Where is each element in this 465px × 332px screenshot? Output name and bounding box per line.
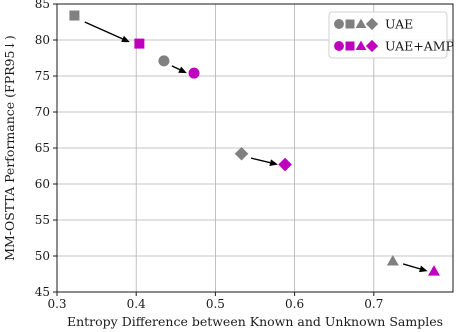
legend-label-uae-amp: UAE+AMP: [385, 39, 454, 54]
y-tick-label: 70: [35, 105, 50, 119]
arrows: [84, 21, 428, 273]
legend-marker-triangle: [355, 18, 367, 29]
y-tick-label: 45: [35, 285, 50, 299]
arrow-head: [269, 159, 278, 166]
legend-marker-circle: [334, 41, 344, 51]
point-square: [134, 38, 145, 49]
legend: UAE UAE+AMP: [328, 11, 454, 59]
point-square: [69, 10, 80, 21]
y-tick-label: 50: [35, 249, 50, 263]
arrow-shaft: [250, 157, 271, 164]
point-triangle: [427, 265, 440, 276]
x-tick-label: 0.7: [364, 297, 383, 311]
arrow-head: [121, 35, 130, 43]
x-axis-label: Entropy Difference between Known and Unk…: [67, 314, 443, 329]
y-tick-label: 85: [35, 0, 50, 11]
legend-markers-uae: [334, 17, 379, 31]
data-points: [69, 10, 440, 276]
legend-marker-diamond: [365, 39, 379, 53]
arrow: [84, 21, 130, 43]
x-tick-label: 0.6: [285, 297, 304, 311]
arrow: [402, 263, 428, 273]
legend-marker-triangle: [355, 40, 367, 51]
legend-marker-square: [345, 41, 355, 51]
point-diamond: [234, 146, 249, 161]
x-tick-label: 0.5: [206, 297, 225, 311]
arrow-head: [419, 265, 428, 273]
x-tick-label: 0.4: [127, 297, 146, 311]
y-tick-label: 60: [35, 177, 50, 191]
legend-marker-square: [345, 19, 355, 29]
legend-markers-uae-amp: [334, 39, 379, 53]
x-tick-label: 0.3: [47, 297, 66, 311]
y-tick-label: 65: [35, 141, 50, 155]
point-circle: [188, 67, 200, 79]
arrow-head: [178, 66, 187, 74]
legend-label-uae: UAE: [385, 17, 413, 32]
y-tick-label: 75: [35, 69, 50, 83]
legend-marker-diamond: [365, 17, 379, 31]
axis-ticks: 0.3 0.4 0.5 0.6 0.7 45 50 55 60 65 70 75 80 85: [35, 0, 384, 311]
point-circle: [158, 55, 170, 67]
arrow: [250, 157, 278, 166]
point-triangle: [386, 255, 399, 266]
point-diamond: [278, 157, 292, 172]
arrow-shaft: [171, 65, 180, 71]
arrow: [171, 65, 187, 74]
y-axis-label: MM-OSTTA Performance (FPR95↓): [2, 35, 17, 261]
arrow-shaft: [84, 21, 123, 40]
legend-marker-circle: [334, 19, 344, 29]
y-tick-label: 80: [35, 33, 50, 47]
arrow-shaft: [402, 263, 421, 270]
y-tick-label: 55: [35, 213, 50, 227]
